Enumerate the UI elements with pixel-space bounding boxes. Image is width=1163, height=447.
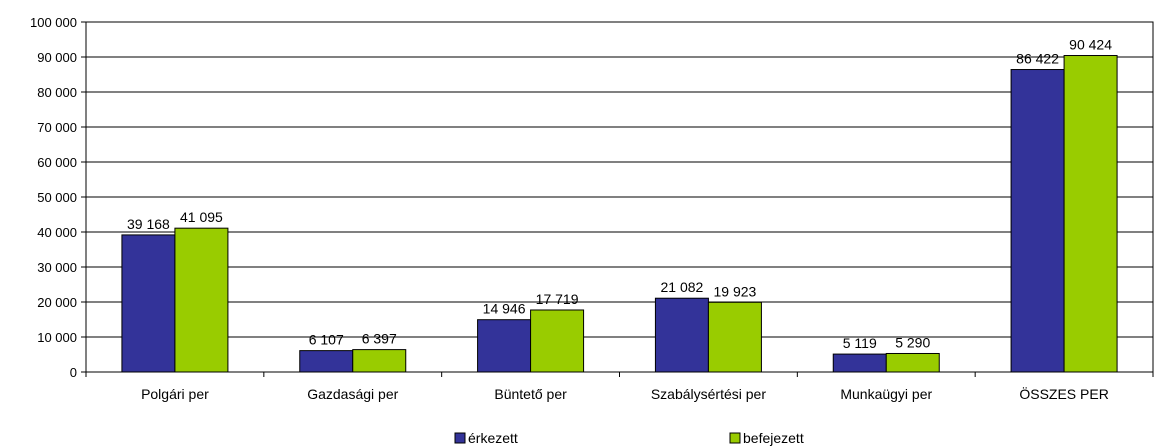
legend-label: érkezett (468, 430, 518, 446)
x-axis-categories: Polgári per Gazdasági per Büntető per Szabá… (141, 385, 1109, 402)
bar-érkezett (832, 353, 887, 373)
axes (85, 372, 1154, 377)
data-label: 5 119 (843, 335, 877, 351)
y-tick-label: 10 000 (37, 330, 77, 345)
legend-swatch-befejezett (729, 432, 741, 444)
bar-érkezett (1010, 69, 1065, 373)
data-label: 5 290 (895, 334, 930, 350)
data-label: 21 082 (661, 279, 704, 295)
data-labels: 39 168 41 095 6 107 6 397 14 946 17 719 21 082… (127, 37, 1112, 352)
y-tick-label: 70 000 (37, 120, 77, 135)
data-label: 17 719 (536, 291, 579, 307)
data-label: 41 095 (180, 209, 223, 225)
bar-befejezett (352, 349, 407, 373)
bar-befejezett (174, 227, 229, 373)
x-category-label: Gazdasági per (307, 386, 398, 402)
legend-label: befejezett (743, 430, 804, 446)
data-label: 19 923 (714, 283, 757, 299)
data-label: 6 397 (362, 331, 397, 347)
data-label: 86 422 (1016, 51, 1059, 67)
bars (121, 55, 1118, 373)
y-tick-label: 30 000 (37, 260, 77, 275)
bar-befejezett (707, 301, 762, 373)
data-label: 14 946 (483, 301, 526, 317)
bar-befejezett (530, 309, 585, 373)
legend-swatch-érkezett (454, 432, 466, 444)
bar-érkezett (654, 297, 709, 373)
data-label: 90 424 (1069, 37, 1112, 53)
bar-érkezett (299, 350, 354, 373)
bar-befejezett (885, 352, 940, 373)
y-tick-label: 50 000 (37, 190, 77, 205)
y-axis-ticks: 0 10 000 20 000 30 000 40 000 50 000 60 000 70 … (30, 15, 86, 380)
x-category-label: ÖSSZES PER (1019, 385, 1108, 402)
x-category-label: Munkaügyi per (840, 386, 932, 402)
data-label: 39 168 (127, 216, 170, 232)
x-category-label: Polgári per (141, 386, 209, 402)
y-tick-label: 80 000 (37, 85, 77, 100)
y-tick-label: 20 000 (37, 295, 77, 310)
y-tick-label: 100 000 (30, 15, 77, 30)
bar-érkezett (121, 234, 176, 373)
y-tick-label: 40 000 (37, 225, 77, 240)
data-label: 6 107 (309, 332, 344, 348)
bar-befejezett (1063, 55, 1118, 373)
bar-érkezett (477, 319, 532, 373)
x-category-label: Büntető per (494, 386, 567, 402)
x-category-label: Szabálysértési per (651, 386, 767, 402)
y-tick-label: 60 000 (37, 155, 77, 170)
gridlines (85, 21, 1154, 373)
y-tick-label: 0 (70, 365, 77, 380)
y-tick-label: 90 000 (37, 50, 77, 65)
legend: érkezett befejezett (454, 430, 804, 446)
